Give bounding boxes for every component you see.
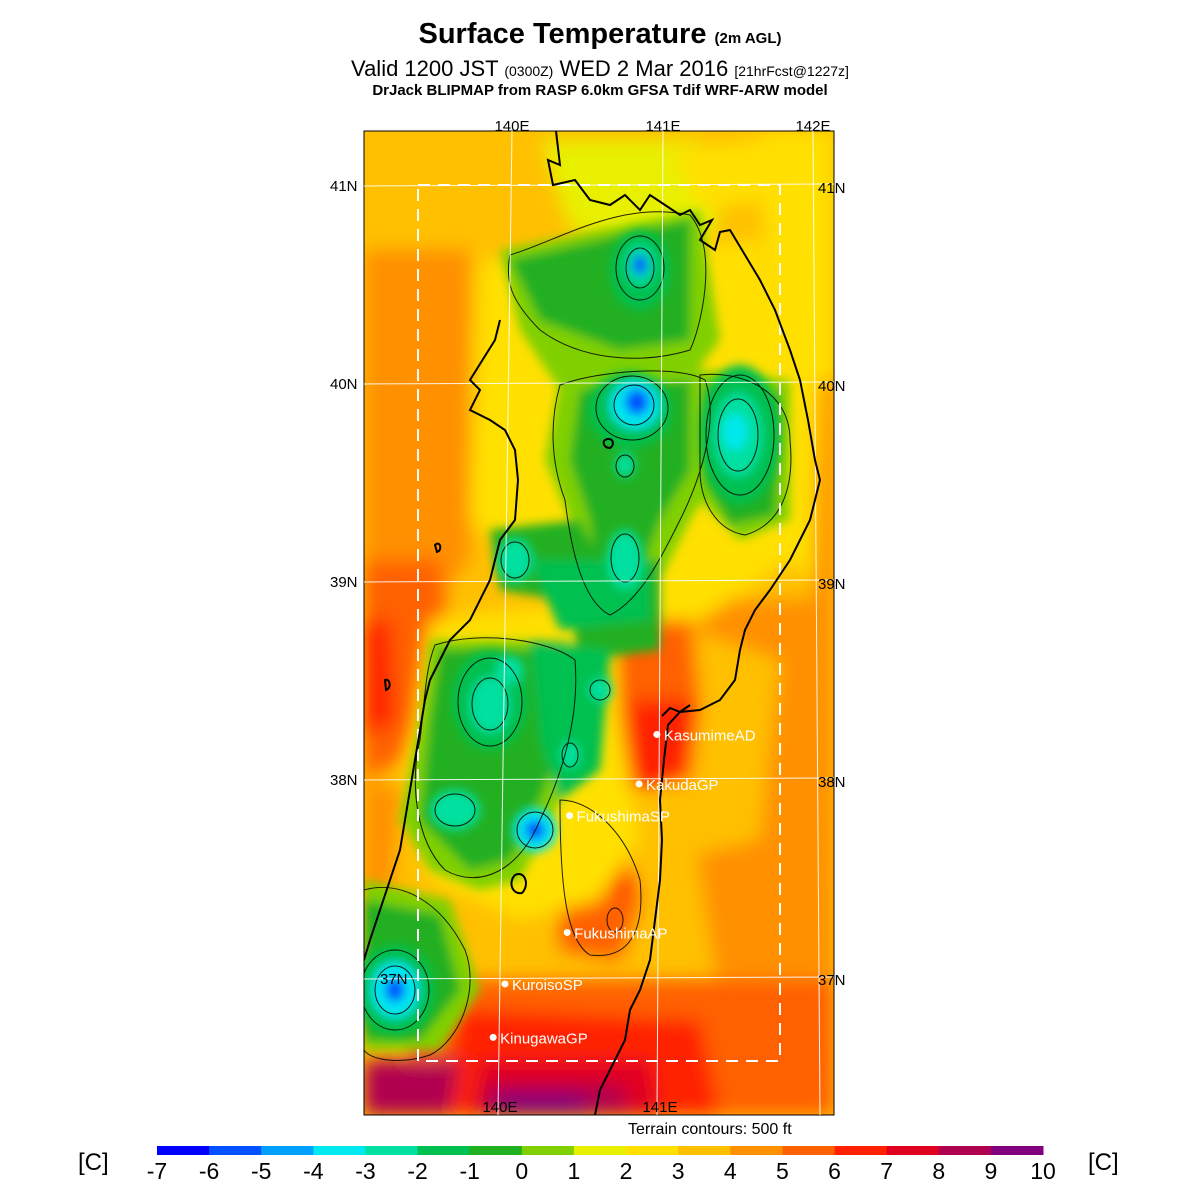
colorbar-tick-label: 4	[723, 1158, 737, 1184]
lat-label-left-38: 38N	[330, 772, 358, 789]
lat-label-left-41: 41N	[330, 178, 358, 195]
colorbar-tick-label: 2	[619, 1158, 633, 1184]
valid-forecast: [21hrFcst@1227z]	[734, 63, 849, 79]
colorbar-tick-label: 1	[567, 1158, 581, 1184]
colorbar-tick-label: -7	[146, 1158, 168, 1184]
colorbar-tick-label: 10	[1030, 1158, 1056, 1184]
colorbar-swatch	[521, 1146, 575, 1155]
colorbar-tick-label: -6	[198, 1158, 220, 1184]
station-dot	[501, 980, 509, 988]
colorbar-swatch	[782, 1146, 836, 1155]
colorbar-swatch	[730, 1146, 783, 1155]
colorbar-tick-label: 5	[776, 1158, 789, 1184]
colorbar-tick-label: 0	[515, 1158, 529, 1184]
lon-label-bottom-141: 141E	[642, 1099, 677, 1116]
colorbar-swatch	[209, 1146, 262, 1155]
temperature-field	[364, 131, 834, 1115]
colorbar-swatch	[573, 1146, 627, 1155]
station-markers: KasumimeAD KakudaGP FukushimaSP FukushimaAP…	[489, 727, 756, 1047]
model-subtitle: DrJack BLIPMAP from RASP 6.0km GFSA Tdif…	[372, 82, 828, 99]
map-frame	[363, 130, 835, 1116]
terrain-note: Terrain contours: 500 ft	[628, 1121, 792, 1138]
station-dot	[563, 928, 571, 936]
lat-label-right-38: 38N	[818, 774, 846, 791]
valid-utc: (0300Z)	[504, 63, 554, 79]
title-main: Surface Temperature	[418, 18, 707, 50]
title-suffix: (2m AGL)	[714, 30, 782, 47]
station-label: FukushimaAP	[574, 925, 667, 942]
station-label: KakudaGP	[646, 777, 719, 794]
lat-label-right-41: 41N	[818, 180, 846, 197]
colorbar-tick-label: 6	[828, 1158, 841, 1184]
colorbar	[157, 1146, 1044, 1155]
station-dot	[566, 812, 574, 820]
colorbar-swatch	[678, 1146, 731, 1155]
colorbar-tick-label: -4	[303, 1158, 324, 1184]
lon-label-top-140: 140E	[494, 118, 529, 135]
colorbar-unit-right: [C]	[1088, 1149, 1119, 1176]
colorbar-tick-label: -1	[459, 1158, 480, 1184]
colorbar-tick-label: -2	[407, 1158, 428, 1184]
colorbar-swatch	[626, 1146, 679, 1155]
station-label: KasumimeAD	[664, 727, 756, 744]
station-label: FukushimaSP	[577, 809, 670, 826]
lat-label-left-37: 37N	[380, 971, 408, 988]
station-label: KuroisoSP	[512, 977, 583, 994]
colorbar-tick-label: 7	[880, 1158, 894, 1184]
lat-label-left-40: 40N	[330, 376, 358, 393]
lat-label-right-37: 37N	[818, 972, 846, 989]
colorbar-tick-label: 8	[932, 1158, 946, 1184]
colorbar-unit-left: [C]	[78, 1149, 109, 1176]
colorbar-swatch	[157, 1146, 210, 1155]
colorbar-swatch	[313, 1146, 366, 1155]
colorbar-tick-label: -3	[355, 1158, 376, 1184]
lon-label-top-142: 142E	[795, 118, 830, 135]
colorbar-tick-label: 9	[984, 1158, 998, 1184]
valid-date: WED 2 Mar 2016	[559, 56, 729, 81]
lat-label-left-39: 39N	[330, 574, 358, 591]
lon-label-bottom-140: 140E	[482, 1099, 517, 1116]
lat-label-right-40: 40N	[818, 378, 846, 395]
valid-prefix: Valid 1200 JST	[351, 56, 499, 81]
coastline	[364, 131, 822, 1115]
domain-box	[417, 184, 781, 1062]
station-dot	[653, 730, 661, 738]
colorbar-tick-label: 3	[671, 1158, 685, 1184]
lat-label-right-39: 39N	[818, 576, 846, 593]
colorbar-tick-label: -5	[251, 1158, 272, 1184]
station-label: KinugawaGP	[500, 1030, 588, 1047]
colorbar-swatch	[261, 1146, 314, 1155]
station-dot	[489, 1033, 497, 1041]
chart-title: Surface Temperature (2m AGL)	[0, 18, 1200, 51]
colorbar-swatch	[834, 1146, 888, 1155]
colorbar-swatch	[417, 1146, 471, 1155]
valid-time: Valid 1200 JST (0300Z) WED 2 Mar 2016 [2…	[0, 56, 1200, 82]
colorbar-swatch	[938, 1146, 992, 1155]
colorbar-swatch	[886, 1146, 940, 1155]
lon-label-top-141: 141E	[645, 118, 680, 135]
colorbar-swatch	[365, 1146, 419, 1155]
colorbar-swatch	[469, 1146, 523, 1155]
colorbar-swatch	[990, 1146, 1044, 1155]
station-dot	[635, 780, 643, 788]
terrain-contours	[364, 211, 792, 1061]
